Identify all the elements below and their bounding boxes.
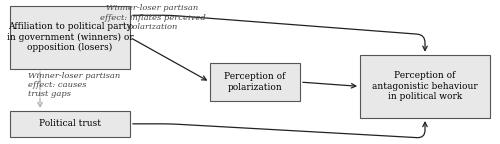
FancyBboxPatch shape	[360, 55, 490, 118]
FancyBboxPatch shape	[210, 63, 300, 101]
Text: Winner-loser partisan
effect: inflates perceived
polarization: Winner-loser partisan effect: inflates p…	[100, 4, 206, 31]
Text: Winner-loser partisan
effect: causes
trust gaps: Winner-loser partisan effect: causes tru…	[28, 72, 120, 98]
Text: Political trust: Political trust	[39, 119, 101, 128]
FancyArrowPatch shape	[133, 15, 427, 51]
FancyBboxPatch shape	[10, 111, 130, 137]
FancyArrowPatch shape	[133, 122, 427, 138]
Text: Affiliation to political party
in government (winners) or
opposition (losers): Affiliation to political party in govern…	[6, 22, 134, 53]
FancyBboxPatch shape	[10, 6, 130, 69]
Text: Perception of
antagonistic behaviour
in political work: Perception of antagonistic behaviour in …	[372, 72, 478, 101]
Text: Perception of
polarization: Perception of polarization	[224, 72, 286, 92]
